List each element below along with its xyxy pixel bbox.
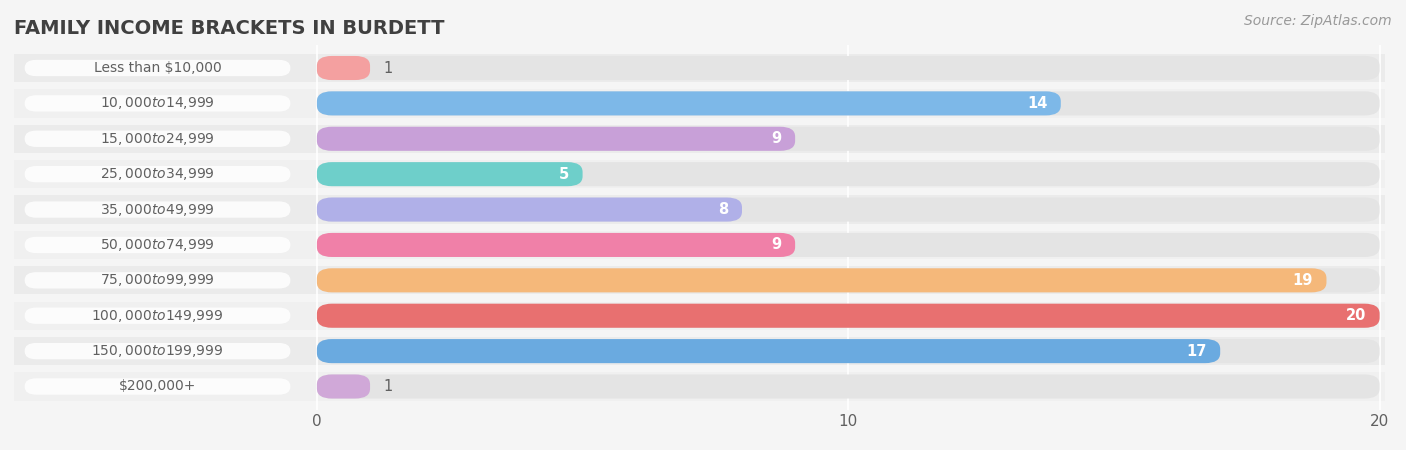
Text: Less than $10,000: Less than $10,000 — [94, 61, 221, 75]
Text: 19: 19 — [1292, 273, 1313, 288]
Text: Source: ZipAtlas.com: Source: ZipAtlas.com — [1244, 14, 1392, 27]
Text: $100,000 to $149,999: $100,000 to $149,999 — [91, 308, 224, 324]
Text: $75,000 to $99,999: $75,000 to $99,999 — [100, 272, 215, 288]
FancyBboxPatch shape — [316, 268, 1326, 292]
FancyBboxPatch shape — [316, 339, 1379, 363]
Text: $200,000+: $200,000+ — [120, 379, 197, 393]
FancyBboxPatch shape — [316, 198, 1379, 221]
FancyBboxPatch shape — [25, 343, 291, 359]
FancyBboxPatch shape — [316, 233, 1379, 257]
Text: 17: 17 — [1187, 344, 1206, 359]
Text: 14: 14 — [1028, 96, 1047, 111]
FancyBboxPatch shape — [316, 374, 370, 399]
FancyBboxPatch shape — [316, 56, 370, 80]
FancyBboxPatch shape — [25, 237, 291, 253]
FancyBboxPatch shape — [14, 125, 1385, 153]
Text: $25,000 to $34,999: $25,000 to $34,999 — [100, 166, 215, 182]
FancyBboxPatch shape — [316, 162, 1379, 186]
FancyBboxPatch shape — [316, 304, 1379, 328]
FancyBboxPatch shape — [316, 198, 742, 221]
FancyBboxPatch shape — [316, 304, 1379, 328]
Text: 1: 1 — [384, 379, 392, 394]
Text: 5: 5 — [560, 166, 569, 182]
Text: $35,000 to $49,999: $35,000 to $49,999 — [100, 202, 215, 217]
FancyBboxPatch shape — [25, 378, 291, 395]
Text: 8: 8 — [718, 202, 728, 217]
Text: FAMILY INCOME BRACKETS IN BURDETT: FAMILY INCOME BRACKETS IN BURDETT — [14, 19, 444, 38]
FancyBboxPatch shape — [316, 56, 1379, 80]
Text: $10,000 to $14,999: $10,000 to $14,999 — [100, 95, 215, 112]
FancyBboxPatch shape — [14, 302, 1385, 330]
FancyBboxPatch shape — [25, 166, 291, 182]
FancyBboxPatch shape — [25, 130, 291, 147]
Text: 20: 20 — [1346, 308, 1367, 323]
FancyBboxPatch shape — [14, 337, 1385, 365]
FancyBboxPatch shape — [25, 272, 291, 288]
FancyBboxPatch shape — [14, 231, 1385, 259]
Text: $15,000 to $24,999: $15,000 to $24,999 — [100, 131, 215, 147]
FancyBboxPatch shape — [25, 308, 291, 324]
Text: $150,000 to $199,999: $150,000 to $199,999 — [91, 343, 224, 359]
FancyBboxPatch shape — [25, 95, 291, 112]
FancyBboxPatch shape — [316, 91, 1060, 115]
FancyBboxPatch shape — [14, 89, 1385, 117]
FancyBboxPatch shape — [316, 339, 1220, 363]
FancyBboxPatch shape — [14, 372, 1385, 400]
Text: $50,000 to $74,999: $50,000 to $74,999 — [100, 237, 215, 253]
FancyBboxPatch shape — [316, 127, 796, 151]
FancyBboxPatch shape — [14, 160, 1385, 188]
FancyBboxPatch shape — [316, 127, 1379, 151]
Text: 1: 1 — [384, 60, 392, 76]
FancyBboxPatch shape — [316, 268, 1379, 292]
FancyBboxPatch shape — [25, 60, 291, 76]
FancyBboxPatch shape — [316, 374, 1379, 399]
FancyBboxPatch shape — [316, 162, 582, 186]
Text: 9: 9 — [772, 131, 782, 146]
FancyBboxPatch shape — [316, 91, 1379, 115]
FancyBboxPatch shape — [316, 233, 796, 257]
FancyBboxPatch shape — [14, 266, 1385, 294]
FancyBboxPatch shape — [25, 202, 291, 218]
FancyBboxPatch shape — [14, 195, 1385, 224]
FancyBboxPatch shape — [14, 54, 1385, 82]
Text: 9: 9 — [772, 238, 782, 252]
